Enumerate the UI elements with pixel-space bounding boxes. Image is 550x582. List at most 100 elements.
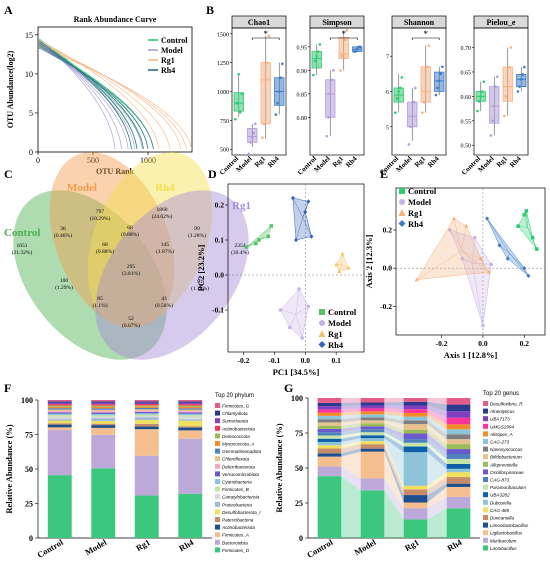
flow-band [427, 409, 447, 425]
flow-band [384, 398, 404, 403]
x-tick-label: Rh4 [266, 154, 281, 169]
box-model [325, 79, 336, 118]
legend-entry: Oscillospiraceae [490, 470, 524, 475]
point [451, 216, 456, 221]
point [516, 224, 520, 228]
bar-segment-rh4 [178, 408, 203, 410]
group-spider [295, 217, 303, 241]
point [294, 237, 298, 243]
box-point [489, 134, 493, 137]
x-tick-label: Rg1 [134, 537, 152, 553]
bar-segment-rh4 [178, 402, 203, 405]
bar-segment-rg1 [403, 412, 428, 417]
bar-segment-model [360, 432, 385, 436]
legend-entry: Proteobacteria [222, 502, 252, 507]
venn-set-label: Rg1 [232, 200, 251, 212]
venn-region-percent: (24.02%) [152, 213, 173, 220]
bar-segment-control [317, 419, 342, 423]
point [481, 323, 485, 328]
y-axis-label: PC2 [23.2%] [196, 244, 206, 291]
y-tick-label: 0.50 [461, 144, 472, 150]
legend-marker [398, 209, 406, 216]
bar-segment-model [91, 416, 116, 419]
x-tick-label: Model [395, 155, 414, 174]
bar-segment-rh4 [178, 420, 203, 427]
flow-band [341, 438, 361, 446]
group-spider [509, 253, 525, 269]
flow-band [384, 401, 404, 406]
venn-region-percent: (0.67%) [122, 322, 140, 329]
bar-segment-control [317, 453, 342, 457]
group-spider [471, 237, 475, 264]
bar-segment-model [91, 420, 116, 424]
flow-band [427, 420, 447, 440]
box-point [355, 47, 359, 51]
flow-band [427, 398, 447, 405]
venn-set-label: Model [67, 182, 97, 194]
box-point [345, 29, 349, 32]
legend-swatch [483, 461, 488, 467]
venn-region-count: 99 [194, 226, 200, 232]
legend-entry: CAG-873 [490, 478, 510, 483]
venn-region-percent: (1.29%) [55, 284, 73, 291]
bar-segment-control [47, 410, 72, 413]
bar-segment-control [47, 420, 72, 424]
flow-band [341, 423, 361, 429]
bar-segment-rh4 [446, 508, 471, 538]
group-spider [449, 229, 473, 264]
bar-segment-control [317, 441, 342, 446]
flow-band [341, 402, 361, 407]
bar-segment-control [317, 409, 342, 413]
flow-band [384, 414, 404, 421]
y-tick-label: 1500 [217, 32, 229, 38]
point [522, 265, 527, 271]
bar-segment-rg1 [134, 402, 159, 404]
point [448, 228, 452, 232]
x-tick-label: -0.2 [436, 339, 448, 348]
bar-segment-rh4 [446, 468, 471, 473]
box-point [394, 111, 397, 114]
bar-segment-rg1 [134, 429, 159, 456]
box-point [397, 90, 400, 93]
legend-swatch [215, 456, 220, 462]
flow-band [427, 477, 447, 496]
box-point [267, 34, 271, 38]
bar-segment-control [47, 416, 72, 420]
box-point [342, 52, 345, 56]
series-line-rh4 [37, 41, 138, 149]
bar-segment-rh4 [446, 444, 471, 450]
bar-segment-model [360, 405, 385, 409]
venn-region-count: 145 [161, 242, 170, 248]
box-point [410, 114, 414, 118]
x-tick-label: Rg1 [253, 154, 268, 169]
bar-segment-rg1 [403, 442, 428, 447]
box-point [279, 76, 283, 79]
group-spider [526, 210, 528, 228]
bar-segment-control [317, 438, 342, 442]
bar-segment-rh4 [178, 400, 203, 402]
legend-swatch [483, 446, 488, 452]
x-tick-label: Model [477, 155, 496, 174]
bar-segment-model [91, 412, 116, 414]
group-hull-control [517, 210, 537, 250]
legend-swatch [215, 532, 220, 538]
y-tick-label: -0.1 [212, 306, 224, 315]
significance-bracket [329, 37, 358, 40]
x-tick-label: 0.1 [331, 356, 341, 365]
point [340, 251, 345, 256]
group-spider [416, 250, 462, 280]
legend-swatch [483, 492, 488, 498]
group-hull-rh4 [486, 218, 529, 277]
box-model [407, 101, 418, 128]
point [530, 235, 535, 240]
box-point [240, 92, 244, 96]
bar-segment-control [317, 445, 342, 449]
group-spider [461, 250, 481, 259]
bar-segment-rh4 [446, 463, 471, 469]
legend-entry: Alistipes_A [489, 432, 513, 437]
bar-segment-rh4 [178, 430, 203, 439]
bar-segment-model [91, 415, 116, 417]
panel-label-c: C [4, 167, 13, 181]
y-tick-label: 100 [21, 396, 33, 405]
bar-segment-model [360, 398, 385, 403]
